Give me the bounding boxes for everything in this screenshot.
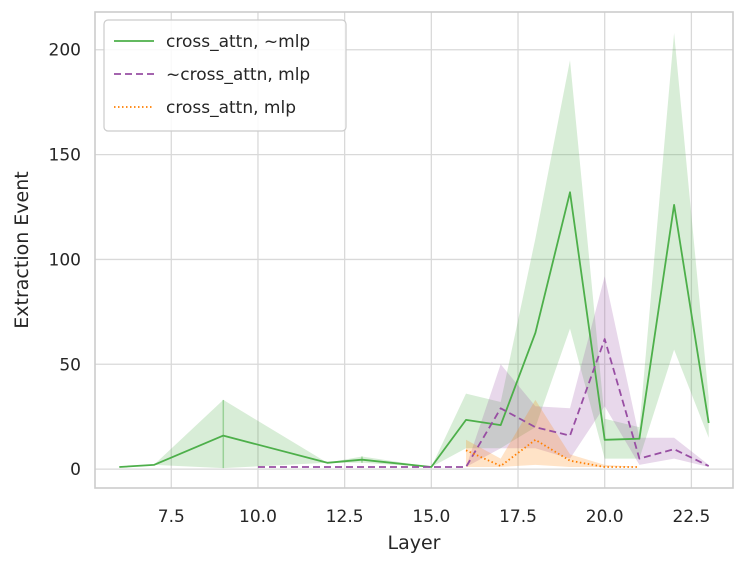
legend-box <box>103 19 347 132</box>
series-line-2 <box>258 338 710 468</box>
x-tick-label: 7.5 <box>158 507 185 527</box>
series-line-1 <box>119 191 710 468</box>
x-axis-title: Layer <box>388 532 441 554</box>
confidence-band-3 <box>466 399 640 467</box>
x-tick-label: 10.0 <box>239 507 277 527</box>
x-tick-label: 17.5 <box>499 507 537 527</box>
x-tick-label: 12.5 <box>326 507 364 527</box>
y-tick-label: 200 <box>49 41 81 61</box>
y-axis-ticks: 0 50 100 150 200 <box>49 41 81 480</box>
y-tick-label: 150 <box>49 146 81 166</box>
legend-label-2: ~cross_attn, mlp <box>166 65 310 85</box>
x-axis-ticks: 7.5 10.0 12.5 15.0 17.5 20.0 22.5 <box>158 507 711 527</box>
plot-frame <box>94 11 734 489</box>
legend-label-3: cross_attn, mlp <box>166 98 296 118</box>
y-tick-label: 100 <box>49 250 81 270</box>
y-axis-title: Extraction Event <box>11 171 33 328</box>
confidence-band-2 <box>258 276 709 467</box>
x-tick-label: 15.0 <box>412 507 450 527</box>
y-tick-label: 50 <box>59 355 81 375</box>
y-tick-label: 0 <box>70 460 81 480</box>
legend: cross_attn, ~mlp ~cross_attn, mlp cross_at… <box>103 19 347 132</box>
legend-label-1: cross_attn, ~mlp <box>166 32 310 52</box>
series-lines <box>119 191 710 468</box>
x-tick-label: 20.0 <box>586 507 624 527</box>
confidence-band-1 <box>119 33 709 469</box>
x-tick-label: 22.5 <box>672 507 710 527</box>
